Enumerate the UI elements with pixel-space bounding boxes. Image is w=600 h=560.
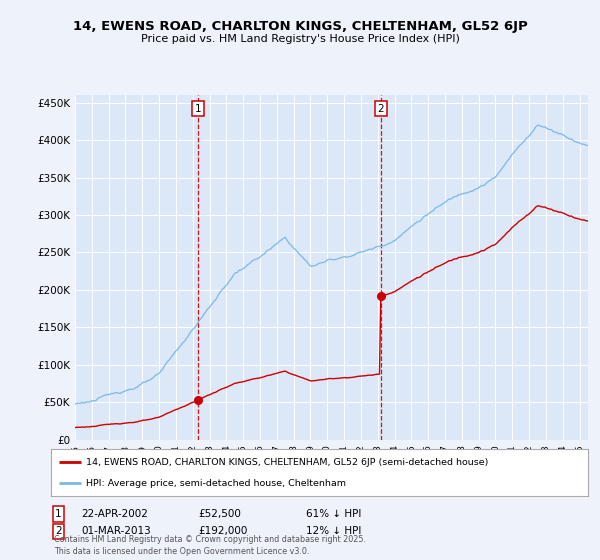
Text: 01-MAR-2013: 01-MAR-2013 — [81, 526, 151, 536]
Text: Contains HM Land Registry data © Crown copyright and database right 2025.
This d: Contains HM Land Registry data © Crown c… — [54, 535, 366, 556]
Text: 12% ↓ HPI: 12% ↓ HPI — [306, 526, 361, 536]
Text: Price paid vs. HM Land Registry's House Price Index (HPI): Price paid vs. HM Land Registry's House … — [140, 34, 460, 44]
Text: £52,500: £52,500 — [198, 509, 241, 519]
Text: 14, EWENS ROAD, CHARLTON KINGS, CHELTENHAM, GL52 6JP: 14, EWENS ROAD, CHARLTON KINGS, CHELTENH… — [73, 20, 527, 33]
Text: 1: 1 — [194, 104, 201, 114]
Text: 14, EWENS ROAD, CHARLTON KINGS, CHELTENHAM, GL52 6JP (semi-detached house): 14, EWENS ROAD, CHARLTON KINGS, CHELTENH… — [86, 458, 488, 467]
Text: 61% ↓ HPI: 61% ↓ HPI — [306, 509, 361, 519]
Text: £192,000: £192,000 — [198, 526, 247, 536]
Text: HPI: Average price, semi-detached house, Cheltenham: HPI: Average price, semi-detached house,… — [86, 479, 346, 488]
Text: 1: 1 — [55, 509, 62, 519]
Text: 22-APR-2002: 22-APR-2002 — [81, 509, 148, 519]
Text: 2: 2 — [55, 526, 62, 536]
Text: 2: 2 — [377, 104, 384, 114]
